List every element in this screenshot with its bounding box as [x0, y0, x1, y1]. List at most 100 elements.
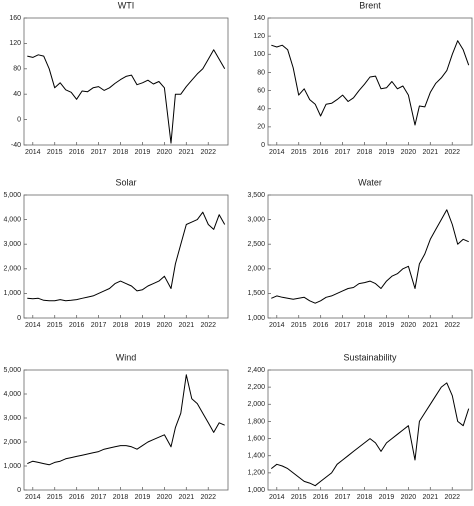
x-tick-label: 2021: [179, 494, 195, 501]
x-tick-label: 2016: [313, 322, 329, 329]
y-tick-label: 1,400: [247, 453, 265, 460]
chart-title: Brent: [359, 0, 381, 10]
y-tick-label: 1,600: [247, 435, 265, 442]
plot-frame: [267, 17, 473, 146]
x-tick-label: 2017: [335, 494, 351, 501]
x-tick-label: 2016: [69, 149, 85, 156]
x-tick-label: 2020: [401, 494, 417, 501]
plot-frame: [267, 194, 473, 319]
x-tick-label: 2022: [200, 149, 216, 156]
series-line: [271, 40, 470, 126]
x-tick-label: 2018: [357, 494, 373, 501]
y-tick-label: 2,500: [247, 241, 265, 248]
y-tick-label: 1,500: [247, 290, 265, 297]
x-tick-label: 2018: [113, 322, 129, 329]
y-tick-label: 3,000: [3, 241, 21, 248]
x-tick-label: 2020: [157, 494, 173, 501]
plot-frame: [23, 369, 229, 491]
y-tick-label: 2,400: [247, 367, 265, 374]
x-tick-label: 2016: [69, 494, 85, 501]
x-tick-label: 2017: [91, 494, 107, 501]
x-tick-label: 2015: [47, 149, 63, 156]
x-tick-label: 2022: [444, 149, 460, 156]
x-tick-label: 2017: [335, 149, 351, 156]
y-tick-label: 5,000: [3, 192, 21, 199]
x-tick-label: 2020: [157, 149, 173, 156]
x-tick-label: 2017: [91, 322, 107, 329]
x-tick-label: 2014: [269, 149, 285, 156]
x-tick-label: 2014: [269, 322, 285, 329]
x-tick-label: 2014: [269, 494, 285, 501]
x-tick-label: 2019: [379, 494, 395, 501]
x-tick-label: 2015: [291, 149, 307, 156]
y-tick-label: 1,800: [247, 418, 265, 425]
x-tick-label: 2020: [401, 149, 417, 156]
x-tick-label: 2018: [113, 149, 129, 156]
x-tick-label: 2017: [335, 322, 351, 329]
y-tick-label: 40: [13, 91, 21, 98]
x-tick-label: 2014: [25, 494, 41, 501]
x-tick-label: 2019: [379, 322, 395, 329]
y-tick-label: 0: [17, 116, 21, 123]
x-tick-label: 2021: [179, 149, 195, 156]
y-tick-label: 2,000: [3, 266, 21, 273]
x-tick-label: 2015: [47, 494, 63, 501]
x-tick-label: 2014: [25, 322, 41, 329]
x-tick-label: 2015: [47, 322, 63, 329]
x-tick-label: 2018: [113, 494, 129, 501]
y-tick-label: 120: [253, 33, 265, 40]
y-tick-label: 1,000: [247, 487, 265, 494]
x-tick-label: 2019: [135, 149, 151, 156]
y-tick-label: 0: [17, 315, 21, 322]
y-tick-label: 40: [257, 106, 265, 113]
y-tick-label: 2,000: [3, 439, 21, 446]
x-tick-label: 2015: [291, 322, 307, 329]
series-line: [27, 49, 226, 144]
x-tick-label: 2021: [179, 322, 195, 329]
y-tick-label: 2,200: [247, 384, 265, 391]
y-tick-label: 3,000: [3, 415, 21, 422]
chart-title: Wind: [116, 352, 137, 362]
plot-frame: [23, 17, 229, 146]
x-tick-label: 2018: [357, 322, 373, 329]
y-tick-label: 3,500: [247, 192, 265, 199]
y-tick-label: 80: [257, 69, 265, 76]
x-tick-label: 2022: [444, 322, 460, 329]
x-tick-label: 2019: [379, 149, 395, 156]
chart-title: Water: [358, 177, 382, 187]
y-tick-label: 20: [257, 124, 265, 131]
y-tick-label: 2,000: [247, 266, 265, 273]
x-tick-label: 2017: [91, 149, 107, 156]
x-tick-label: 2020: [401, 322, 417, 329]
x-tick-label: 2022: [200, 494, 216, 501]
x-tick-label: 2021: [423, 322, 439, 329]
series-line: [27, 211, 226, 302]
x-tick-label: 2016: [313, 149, 329, 156]
x-tick-label: 2014: [25, 149, 41, 156]
y-tick-label: 1,000: [3, 463, 21, 470]
x-tick-label: 2019: [135, 322, 151, 329]
y-tick-label: 4,000: [3, 391, 21, 398]
series-line: [270, 382, 470, 487]
x-tick-label: 2016: [313, 494, 329, 501]
plot-frame: [267, 369, 473, 491]
chart-title: Solar: [115, 177, 136, 187]
y-tick-label: 100: [253, 51, 265, 58]
y-tick-label: 0: [17, 487, 21, 494]
y-tick-label: 80: [13, 66, 21, 73]
series-line: [27, 374, 225, 466]
x-tick-label: 2022: [444, 494, 460, 501]
y-tick-label: 2,000: [247, 401, 265, 408]
y-tick-label: 0: [261, 142, 265, 149]
x-tick-label: 2022: [200, 322, 216, 329]
y-tick-label: 1,000: [3, 290, 21, 297]
x-tick-label: 2015: [291, 494, 307, 501]
y-tick-label: -40: [11, 142, 21, 149]
plot-frame: [23, 194, 229, 319]
y-tick-label: 1,000: [247, 315, 265, 322]
y-tick-label: 4,000: [3, 216, 21, 223]
chart-title: WTI: [118, 0, 135, 10]
x-tick-label: 2021: [423, 149, 439, 156]
x-tick-label: 2018: [357, 149, 373, 156]
x-tick-label: 2020: [157, 322, 173, 329]
